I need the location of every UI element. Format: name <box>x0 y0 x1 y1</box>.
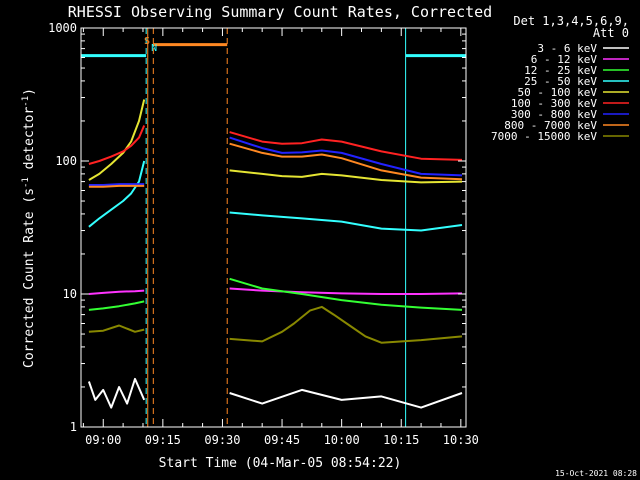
legend-label-800-7000-kev: 800 - 7000 keV <box>504 119 597 132</box>
series-25-50-kev-segment-1 <box>88 160 146 228</box>
series-300-800-kev <box>88 136 463 186</box>
legend-label-25-50-kev: 25 - 50 keV <box>524 75 597 88</box>
series-800-7000-kev-segment-2 <box>229 142 463 181</box>
series-6-12-kev <box>88 287 463 295</box>
x-tick-label-10-15: 10:15 <box>383 433 419 447</box>
series-12-25-kev-segment-2 <box>229 277 463 311</box>
legend-label-100-300-kev: 100 - 300 keV <box>511 97 597 110</box>
series-25-50-kev <box>88 160 463 232</box>
series-3-6-kev-segment-2 <box>229 388 463 409</box>
y-axis-label-exp-1: -1 <box>21 177 31 188</box>
y-axis-label-end: ) <box>22 88 37 96</box>
plot-frame <box>80 27 467 428</box>
legend-label-7000-15000-kev: 7000 - 15000 keV <box>491 130 597 143</box>
series-800-7000-kev-segment-1 <box>88 184 145 188</box>
series-300-800-kev-segment-1 <box>88 183 145 186</box>
series-50-100-kev <box>88 99 463 184</box>
y-axis-label: Corrected Count Rate (s-1 detector-1) <box>21 88 37 368</box>
series-7000-15000-kev-segment-1 <box>88 324 145 333</box>
series-25-50-kev-segment-2 <box>229 211 463 232</box>
series-300-800-kev-segment-2 <box>229 136 463 177</box>
y-axis-label-exp-2: -1 <box>21 96 31 107</box>
x-tick-label-09-45: 09:45 <box>264 433 300 447</box>
legend-label-6-12-kev: 6 - 12 keV <box>531 53 598 66</box>
chart-title: RHESSI Observing Summary Count Rates, Co… <box>68 3 492 21</box>
series-12-25-kev-segment-1 <box>88 300 145 311</box>
series-100-300-kev-segment-1 <box>88 125 146 165</box>
series-100-300-kev-segment-2 <box>229 131 463 161</box>
series-7000-15000-kev-segment-2 <box>229 305 463 344</box>
series-3-6-kev <box>87 377 463 409</box>
x-axis: 09:00 09:15 09:30 09:45 10:00 10:15 10:30 <box>82 28 479 447</box>
x-axis-label: Start Time (04-Mar-05 08:54:22) <box>159 456 402 471</box>
x-tick-label-09-30: 09:30 <box>204 433 240 447</box>
x-tick-label-10-30: 10:30 <box>443 433 479 447</box>
y-tick-label-1: 1 <box>70 420 77 434</box>
legend-label-12-25-kev: 12 - 25 keV <box>524 64 597 77</box>
legend-header-line-1: Det 1,3,4,5,6,9, <box>513 14 629 28</box>
y-tick-label-1000: 1000 <box>48 21 77 35</box>
y-axis-label-mid: detector <box>22 107 37 178</box>
series-800-7000-kev <box>88 142 463 188</box>
legend-header-line-2: Att 0 <box>593 26 629 40</box>
series-7000-15000-kev <box>88 305 463 344</box>
series-6-12-kev-segment-2 <box>229 287 463 295</box>
x-tick-label-09-15: 09:15 <box>145 433 181 447</box>
flag-label-n: N <box>151 43 157 54</box>
y-tick-label-10: 10 <box>63 287 77 301</box>
legend-label-50-100-kev: 50 - 100 keV <box>518 86 598 99</box>
series-100-300-kev <box>88 125 463 165</box>
flag-label-s: S <box>144 36 150 47</box>
x-tick-label-09-00: 09:00 <box>85 433 121 447</box>
series-3-6-kev-segment-1 <box>87 377 146 409</box>
series-6-12-kev-segment-1 <box>88 289 145 295</box>
series-50-100-kev-segment-2 <box>229 169 463 184</box>
series-50-100-kev-segment-1 <box>88 99 146 181</box>
y-axis-label-main: Corrected Count Rate (s <box>22 188 37 368</box>
y-axis: 1 10 100 1000 <box>48 21 466 434</box>
legend-label-3-6-kev: 3 - 6 keV <box>537 42 597 55</box>
legend-label-300-800-kev: 300 - 800 keV <box>511 108 597 121</box>
series-12-25-kev <box>88 277 463 311</box>
footer-timestamp: 15-Oct-2021 08:28 <box>555 469 637 478</box>
x-tick-label-10-00: 10:00 <box>324 433 360 447</box>
y-tick-label-100: 100 <box>55 154 77 168</box>
